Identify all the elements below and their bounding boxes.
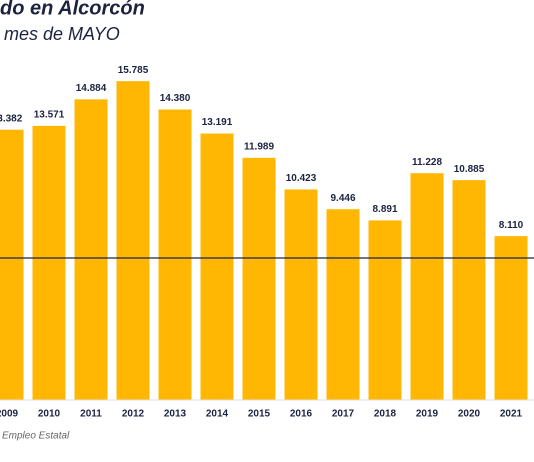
bar: [410, 173, 444, 400]
value-label: 15.785: [118, 65, 149, 76]
x-tick-label: 2012: [122, 409, 145, 420]
value-label: 11.989: [244, 141, 274, 152]
value-label: 11.228: [412, 157, 442, 168]
value-label: 10.885: [454, 164, 485, 175]
value-label: 10.423: [286, 173, 317, 184]
value-label: 13.571: [34, 110, 65, 121]
bar: [74, 99, 108, 400]
bar: [494, 236, 528, 400]
chart-subtitle: mes de MAYO: [4, 24, 120, 44]
x-tick-label: 2013: [164, 409, 187, 420]
value-label: 14.884: [76, 83, 107, 94]
bar: [326, 209, 360, 400]
value-label: 13.191: [202, 117, 233, 128]
bar: [242, 157, 276, 400]
chart-title: do en Alcorcón: [0, 0, 145, 19]
bar: [200, 133, 234, 400]
x-tick-label: 2021: [500, 409, 523, 420]
x-tick-label: 2017: [332, 409, 355, 420]
x-tick-label: 2015: [248, 409, 271, 420]
value-label: 14.380: [160, 93, 191, 104]
value-label: 8.110: [499, 220, 524, 231]
x-tick-label: 2016: [290, 409, 313, 420]
value-label: 9.446: [330, 193, 355, 204]
bar: [0, 129, 24, 400]
bar: [368, 220, 402, 400]
x-tick-label: 2019: [416, 409, 439, 420]
bar: [32, 125, 66, 401]
value-label: 13.382: [0, 113, 23, 124]
bar: [116, 81, 150, 400]
bar: [452, 180, 486, 400]
source: Empleo Estatal: [2, 431, 70, 442]
bar: [158, 109, 192, 401]
value-label: 8.891: [372, 204, 397, 215]
x-tick-label: 2011: [80, 409, 102, 420]
x-tick-label: 2018: [374, 409, 397, 420]
bar: [284, 189, 318, 400]
x-tick-label: 2010: [38, 409, 61, 420]
x-tick-label: 2014: [206, 409, 229, 420]
x-tick-label: 2020: [458, 409, 481, 420]
